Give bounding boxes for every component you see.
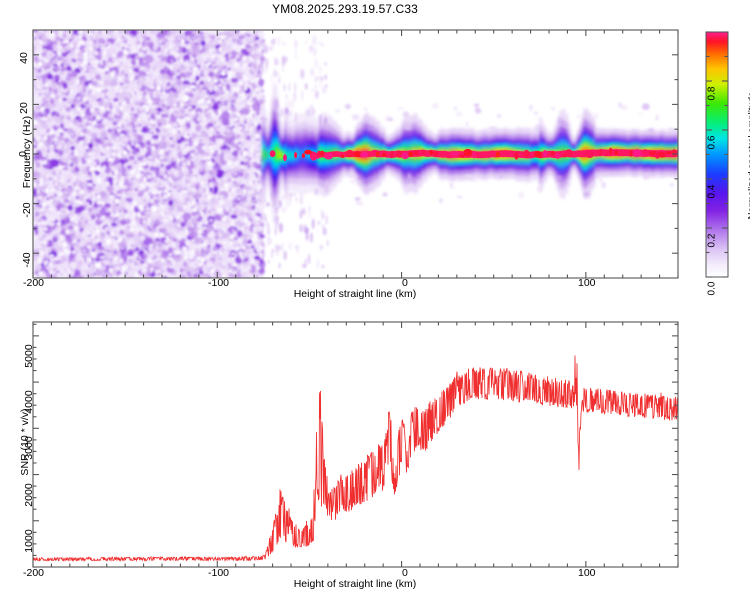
snr-ytick-3000: 3000 (23, 436, 35, 460)
snr-panel (32, 321, 679, 568)
spec-xtick-0: -200 (23, 277, 45, 289)
colorbar-gradient (706, 32, 728, 277)
snr-x-axis-label: Height of straight line (km) (293, 578, 417, 590)
spec-xtick-3: 100 (578, 277, 596, 289)
snr-ytick-5000: 5000 (23, 344, 35, 368)
snr-xtick-1: -100 (208, 567, 230, 579)
snr-ticks (32, 322, 679, 568)
spec-ytick-m40: -40 (21, 252, 33, 268)
spec-ytick-20: 20 (18, 102, 30, 114)
cbar-tick-02: 0.2 (706, 233, 718, 248)
snr-ytick-4000: 4000 (23, 390, 35, 414)
cbar-tick-00: 0.0 (706, 281, 718, 296)
snr-frame (32, 321, 679, 568)
spectrogram-ticks (32, 30, 679, 278)
cbar-tick-06: 0.6 (706, 135, 718, 150)
snr-data-area (33, 355, 678, 563)
spec-ytick-m20: -20 (21, 202, 33, 218)
snr-ytick-1000: 1000 (23, 529, 35, 553)
colorbar (705, 31, 729, 278)
colorbar-label: Normalized spectral amplitude (746, 91, 750, 220)
snr-xtick-2: 0 (402, 567, 408, 579)
spectrogram-data-area (33, 30, 678, 278)
snr-xtick-3: 100 (578, 567, 596, 579)
page-title: YM08.2025.293.19.57.C33 (272, 2, 418, 16)
noise-speckle-layer (33, 30, 267, 278)
faint-wisp-layer (263, 35, 677, 270)
colorbar-ticks (706, 31, 728, 278)
spectrogram-x-axis-label: Height of straight line (km) (293, 288, 417, 300)
snr-ytick-2000: 2000 (23, 483, 35, 507)
spec-xtick-2: 0 (402, 277, 408, 289)
spec-ytick-40: 40 (18, 52, 30, 64)
signal-hotspots (269, 147, 677, 162)
snr-xtick-0: -200 (23, 567, 45, 579)
spec-xtick-1: -100 (208, 277, 230, 289)
cbar-tick-08: 0.8 (706, 86, 718, 101)
spectrogram-panel (32, 29, 679, 279)
cbar-tick-04: 0.4 (706, 184, 718, 199)
spec-ytick-0: 0 (17, 151, 29, 157)
snr-trace (33, 355, 678, 563)
